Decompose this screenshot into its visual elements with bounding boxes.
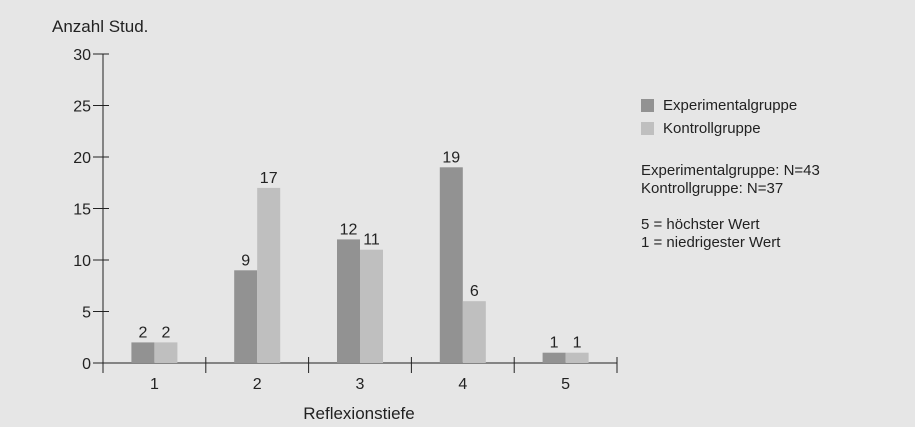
legend-item-experimental: Experimentalgruppe (641, 94, 797, 117)
legend-item-control: Kontrollgruppe (641, 117, 797, 140)
bar (565, 352, 589, 363)
y-tick-label: 0 (82, 356, 91, 373)
legend: Experimentalgruppe Kontrollgruppe (641, 94, 797, 140)
bar-value-label: 11 (363, 232, 380, 249)
legend-label-experimental: Experimentalgruppe (663, 96, 798, 114)
bar (337, 239, 360, 363)
bar (439, 167, 463, 363)
bar (154, 342, 178, 363)
legend-swatch-experimental (641, 99, 654, 112)
x-tick-label: 3 (356, 376, 365, 393)
note-scale-high: 5 = höchster Wert (641, 216, 760, 233)
bar (234, 270, 258, 363)
bar-value-label: 1 (573, 335, 582, 352)
bar-value-label: 2 (138, 324, 147, 341)
x-tick-label: 5 (561, 376, 570, 393)
x-tick-label: 2 (253, 376, 262, 393)
bar (462, 301, 486, 363)
x-tick-label: 4 (458, 376, 467, 393)
bar-value-label: 1 (550, 335, 559, 352)
y-tick-label: 20 (73, 150, 91, 167)
bar (542, 352, 566, 363)
note-scale-low: 1 = niedrigester Wert (641, 234, 781, 251)
note-n-control: Kontrollgruppe: N=37 (641, 180, 784, 197)
x-axis-label: Reflexionstiefe (303, 404, 415, 423)
y-tick-label: 25 (73, 99, 91, 116)
bar-value-label: 17 (260, 170, 278, 187)
bar-value-label: 9 (241, 252, 250, 269)
note-n-experimental: Experimentalgruppe: N=43 (641, 162, 820, 179)
legend-label-control: Kontrollgruppe (663, 119, 761, 137)
bar-value-label: 19 (442, 149, 460, 166)
y-tick-label: 30 (73, 47, 91, 64)
y-tick-label: 10 (73, 253, 91, 270)
x-tick-label: 1 (150, 376, 159, 393)
bar-value-label: 12 (340, 221, 358, 238)
bar (360, 249, 383, 363)
chart-notes: Experimentalgruppe: N=43 Kontrollgruppe:… (641, 162, 820, 252)
y-tick-label: 15 (73, 202, 91, 219)
bar (257, 187, 281, 363)
y-tick-label: 5 (82, 305, 91, 322)
bar (131, 342, 155, 363)
legend-swatch-control (641, 122, 654, 135)
bar-value-label: 6 (470, 283, 479, 300)
y-axis-label: Anzahl Stud. (52, 17, 148, 36)
bar-value-label: 2 (161, 324, 170, 341)
